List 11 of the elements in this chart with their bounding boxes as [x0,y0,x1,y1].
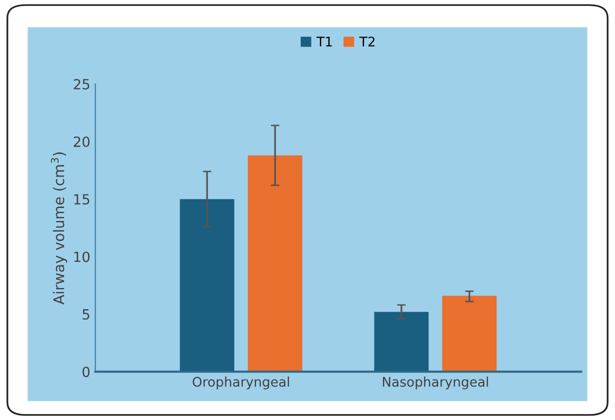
y-tick-label: 20 [74,136,90,148]
y-tick-label: 0 [82,366,90,378]
legend-label: T1 [316,36,332,46]
x-tick-label: Oropharyngeal [192,376,289,390]
x-tick-label: Nasopharyngeal [382,376,488,390]
legend-label: T2 [359,36,374,46]
y-tick-label: 5 [82,309,90,320]
y-tick-label: 10 [74,252,90,262]
y-tick-label: 25 [74,78,90,90]
y-axis-title: Airway volume (cm$^{3}$) [50,152,68,305]
y-tick-label: 15 [74,194,90,205]
